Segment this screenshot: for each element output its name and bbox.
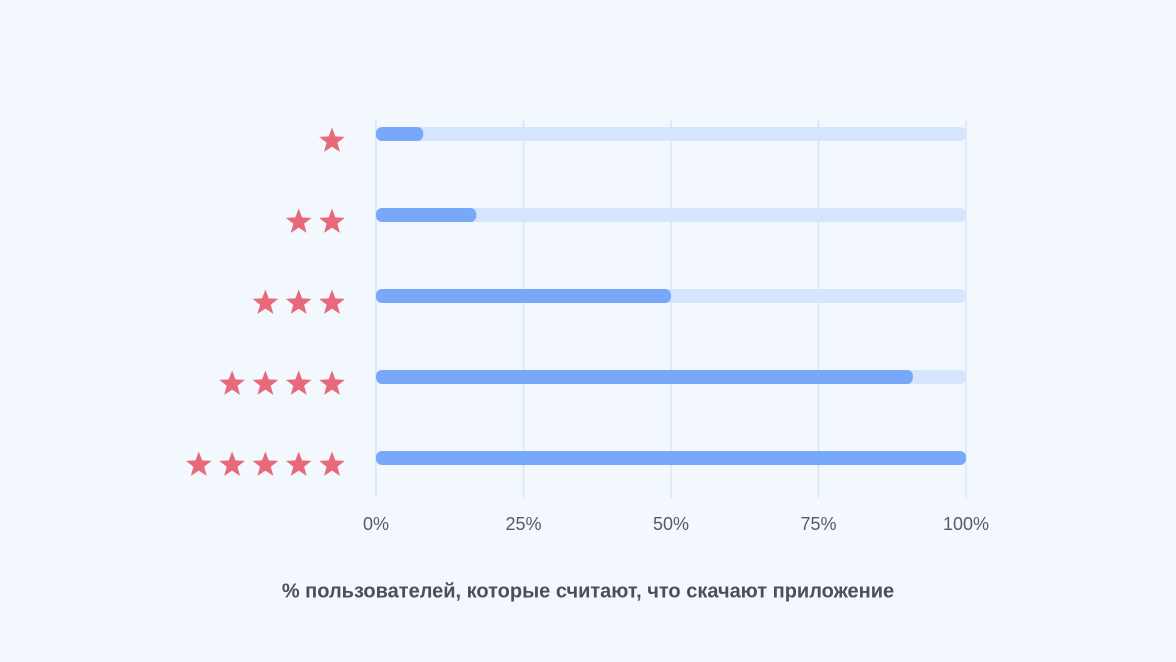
x-tick-label: 25% bbox=[505, 514, 541, 534]
star bbox=[285, 451, 312, 476]
star-rating bbox=[185, 451, 345, 476]
bar bbox=[376, 370, 913, 384]
star-rating bbox=[219, 370, 345, 395]
bar-track bbox=[376, 127, 966, 141]
x-axis-label: % пользователей, которые считают, что ск… bbox=[282, 580, 894, 602]
star bbox=[319, 451, 345, 476]
star bbox=[319, 208, 345, 233]
grid bbox=[375, 120, 967, 498]
star-rating bbox=[252, 289, 345, 314]
star bbox=[252, 451, 279, 476]
x-tick-label: 0% bbox=[363, 514, 389, 534]
bar bbox=[376, 289, 671, 303]
star bbox=[285, 289, 312, 314]
star bbox=[219, 451, 245, 476]
star bbox=[319, 289, 345, 314]
star bbox=[252, 370, 279, 395]
star bbox=[285, 208, 312, 233]
x-tick-label: 75% bbox=[800, 514, 836, 534]
star bbox=[285, 370, 312, 395]
star bbox=[185, 451, 212, 476]
x-tick-label: 100% bbox=[943, 514, 989, 534]
star-rating bbox=[319, 127, 345, 152]
star bbox=[219, 370, 245, 395]
bar bbox=[376, 127, 424, 141]
star bbox=[319, 127, 345, 152]
bar-track bbox=[376, 208, 966, 222]
star bbox=[252, 289, 279, 314]
x-tick-label: 50% bbox=[653, 514, 689, 534]
star-rating bbox=[285, 208, 345, 233]
bar bbox=[376, 451, 966, 465]
star bbox=[319, 370, 345, 395]
bar bbox=[376, 208, 477, 222]
